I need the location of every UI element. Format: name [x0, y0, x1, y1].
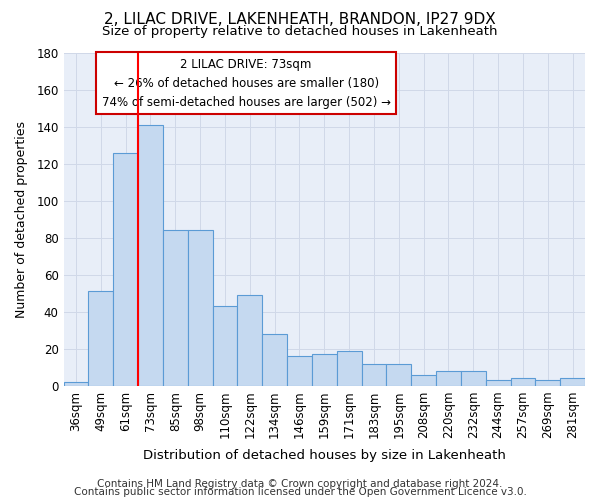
Bar [64, 382, 88, 386]
Bar [337, 350, 362, 386]
Bar [262, 334, 287, 386]
Text: Contains HM Land Registry data © Crown copyright and database right 2024.: Contains HM Land Registry data © Crown c… [97, 479, 503, 489]
Bar [212, 306, 238, 386]
Bar [163, 230, 188, 386]
Bar [511, 378, 535, 386]
Bar [188, 230, 212, 386]
Bar [287, 356, 312, 386]
Text: 2 LILAC DRIVE: 73sqm
← 26% of detached houses are smaller (180)
74% of semi-deta: 2 LILAC DRIVE: 73sqm ← 26% of detached h… [101, 58, 391, 108]
Bar [362, 364, 386, 386]
Bar [138, 124, 163, 386]
X-axis label: Distribution of detached houses by size in Lakenheath: Distribution of detached houses by size … [143, 450, 506, 462]
Text: Size of property relative to detached houses in Lakenheath: Size of property relative to detached ho… [102, 25, 498, 38]
Bar [386, 364, 411, 386]
Bar [461, 371, 485, 386]
Bar [113, 152, 138, 386]
Bar [535, 380, 560, 386]
Bar [485, 380, 511, 386]
Bar [88, 292, 113, 386]
Text: 2, LILAC DRIVE, LAKENHEATH, BRANDON, IP27 9DX: 2, LILAC DRIVE, LAKENHEATH, BRANDON, IP2… [104, 12, 496, 28]
Text: Contains public sector information licensed under the Open Government Licence v3: Contains public sector information licen… [74, 487, 526, 497]
Y-axis label: Number of detached properties: Number of detached properties [15, 120, 28, 318]
Bar [411, 375, 436, 386]
Bar [238, 295, 262, 386]
Bar [436, 371, 461, 386]
Bar [312, 354, 337, 386]
Bar [560, 378, 585, 386]
